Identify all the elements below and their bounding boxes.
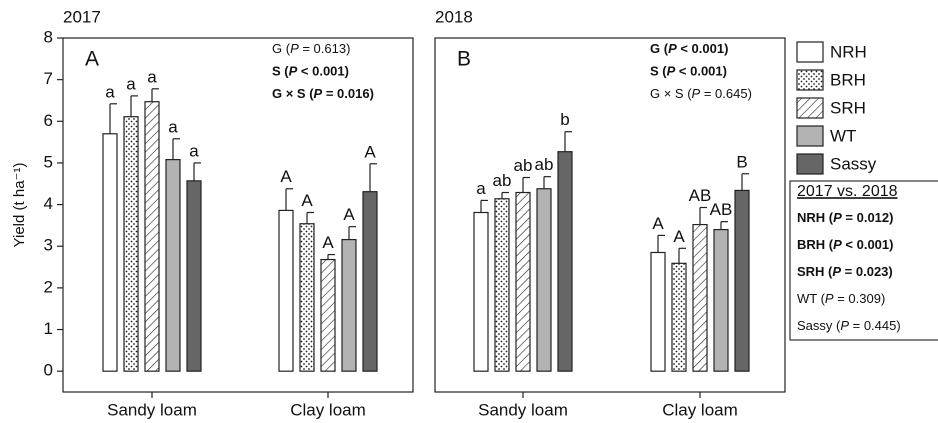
bar xyxy=(165,159,181,372)
bar xyxy=(671,262,687,372)
comparison-row: Sassy (P = 0.445) xyxy=(797,318,901,333)
significance-letter: A xyxy=(280,167,292,186)
bar xyxy=(299,223,315,372)
significance-letter: b xyxy=(560,110,569,129)
legend-swatch xyxy=(796,125,824,147)
panel-letter: A xyxy=(85,48,99,71)
stat-text: G (P < 0.001) xyxy=(650,41,728,56)
bar xyxy=(692,223,708,372)
significance-letter: A xyxy=(301,191,313,210)
y-tick-label: 5 xyxy=(44,152,53,171)
significance-letter: A xyxy=(364,142,376,161)
y-tick-label: 3 xyxy=(44,236,53,255)
bar xyxy=(144,101,160,372)
significance-letter: a xyxy=(105,82,115,101)
y-tick-label: 4 xyxy=(44,194,53,213)
comparison-row: WT (P = 0.309) xyxy=(797,291,885,306)
y-tick-label: 8 xyxy=(44,27,53,46)
significance-letter: a xyxy=(126,74,136,93)
bar xyxy=(536,188,552,372)
legend-swatch xyxy=(796,41,824,63)
y-tick-label: 2 xyxy=(44,277,53,296)
x-tick-label: Sandy loam xyxy=(478,400,568,419)
bar xyxy=(650,251,666,372)
bar xyxy=(473,211,489,372)
significance-letter: B xyxy=(736,152,747,171)
year-label: 2018 xyxy=(435,7,473,26)
y-axis-label: Yield (t ha⁻¹) xyxy=(11,163,28,248)
significance-letter: ab xyxy=(493,171,512,190)
stat-text: S (P < 0.001) xyxy=(650,64,727,79)
comparison-row: SRH (P = 0.023) xyxy=(797,264,893,279)
x-tick-label: Clay loam xyxy=(290,400,366,419)
bar xyxy=(102,133,118,372)
legend-swatch xyxy=(796,69,824,91)
legend-label: BRH xyxy=(830,70,866,89)
x-tick-label: Clay loam xyxy=(662,400,738,419)
significance-letter: ab xyxy=(514,156,533,175)
significance-letter: AB xyxy=(710,200,733,219)
bar xyxy=(123,116,139,372)
legend-label: Sassy xyxy=(830,154,877,173)
significance-letter: a xyxy=(476,179,486,198)
legend-label: WT xyxy=(830,126,856,145)
significance-letter: AB xyxy=(689,186,712,205)
comparison-row: NRH (P = 0.012) xyxy=(797,210,893,225)
significance-letter: a xyxy=(189,141,199,160)
stat-text: G (P = 0.613) xyxy=(272,41,350,56)
significance-letter: ab xyxy=(535,155,554,174)
bar xyxy=(557,151,573,372)
comparison-title: 2017 vs. 2018 xyxy=(797,183,898,200)
legend-label: NRH xyxy=(830,42,867,61)
stat-text: G × S (P = 0.016) xyxy=(272,86,374,101)
bar xyxy=(278,209,294,372)
panel-frame xyxy=(62,37,414,393)
bar xyxy=(186,180,202,372)
comparison-row: BRH (P < 0.001) xyxy=(797,237,893,252)
bar xyxy=(320,258,336,372)
y-tick-label: 1 xyxy=(44,319,53,338)
y-tick-label: 7 xyxy=(44,69,53,88)
bar xyxy=(734,189,750,372)
y-tick-label: 0 xyxy=(44,361,53,380)
significance-letter: A xyxy=(343,205,355,224)
legend-swatch xyxy=(796,97,824,119)
bar xyxy=(341,238,357,372)
x-tick-label: Sandy loam xyxy=(107,400,197,419)
significance-letter: A xyxy=(322,233,334,252)
bar xyxy=(494,198,510,372)
comparison-box xyxy=(789,180,938,341)
significance-letter: a xyxy=(168,117,178,136)
significance-letter: a xyxy=(147,67,157,86)
legend-swatch xyxy=(796,153,824,175)
panel-letter: B xyxy=(457,48,471,71)
bar xyxy=(713,228,729,372)
stat-text: G × S (P = 0.645) xyxy=(650,86,752,101)
bar xyxy=(362,191,378,372)
y-tick-label: 6 xyxy=(44,111,53,130)
bar xyxy=(515,191,531,372)
legend-label: SRH xyxy=(830,98,866,117)
panel-frame xyxy=(434,37,786,393)
stat-text: S (P < 0.001) xyxy=(272,64,349,79)
year-label: 2017 xyxy=(63,7,101,26)
significance-letter: A xyxy=(673,227,685,246)
significance-letter: A xyxy=(652,214,664,233)
